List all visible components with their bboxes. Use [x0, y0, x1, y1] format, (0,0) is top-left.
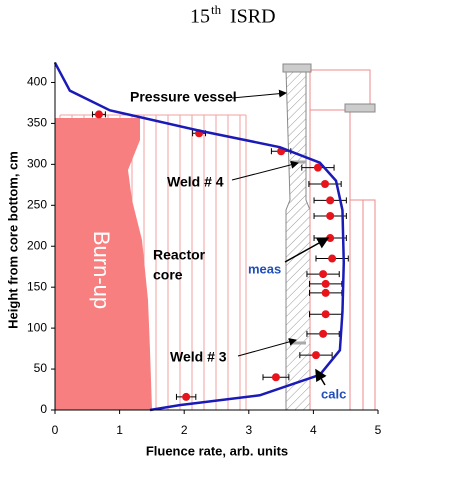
structure — [282, 63, 376, 410]
y-tick-label: 400 — [27, 75, 47, 89]
meas-point — [321, 310, 330, 319]
annotation: Pressure vessel — [130, 89, 237, 105]
annotation: Weld # 3 — [170, 349, 227, 365]
meas-point — [326, 211, 335, 220]
series-label: meas — [248, 261, 281, 276]
x-tick-label: 0 — [52, 423, 59, 437]
y-tick-label: 0 — [40, 402, 47, 416]
meas-point — [319, 270, 328, 279]
y-tick-label: 50 — [34, 361, 48, 375]
meas-point — [94, 110, 103, 119]
meas-point — [321, 288, 330, 297]
annotation-arrow — [231, 160, 299, 181]
x-axis-label: Fluence rate, arb. units — [146, 443, 288, 458]
y-tick-label: 350 — [27, 116, 47, 130]
series-label-arrow — [315, 368, 327, 386]
y-tick-label: 150 — [27, 279, 47, 293]
series-label-arrow — [284, 237, 330, 263]
x-tick-label: 1 — [116, 423, 123, 437]
annotation: Reactor — [153, 247, 206, 263]
x-tick-label: 5 — [375, 423, 382, 437]
meas-point — [182, 392, 191, 401]
y-tick-label: 200 — [27, 238, 47, 252]
pressure-vessel — [285, 69, 311, 411]
meas-point — [328, 254, 337, 263]
calc-line — [53, 62, 346, 412]
annotation-arrow — [231, 89, 287, 99]
annotation: Weld # 4 — [167, 174, 224, 190]
meas-point — [321, 180, 330, 189]
annotation: Burn-up — [89, 231, 114, 309]
y-tick-label: 300 — [27, 157, 47, 171]
y-tick-label: 100 — [27, 320, 47, 334]
annotation: core — [153, 267, 183, 283]
meas-point — [311, 351, 320, 360]
burn-up-area — [55, 118, 152, 410]
annotation-arrow — [237, 338, 297, 357]
x-tick-label: 3 — [245, 423, 252, 437]
x-tick-label: 4 — [310, 423, 317, 437]
meas-point — [321, 279, 330, 288]
y-axis-label: Height from core bottom, cm — [5, 151, 20, 329]
series-label: calc — [321, 386, 346, 401]
header-sup: th — [211, 2, 222, 17]
meas-point — [271, 373, 280, 382]
x-tick-label: 2 — [181, 423, 188, 437]
meas-point — [319, 329, 328, 338]
y-tick-label: 250 — [27, 197, 47, 211]
header-rest: ISRD — [230, 6, 276, 28]
meas-point — [326, 196, 335, 205]
meas-point — [313, 163, 322, 172]
header-number: 15 — [190, 6, 210, 28]
